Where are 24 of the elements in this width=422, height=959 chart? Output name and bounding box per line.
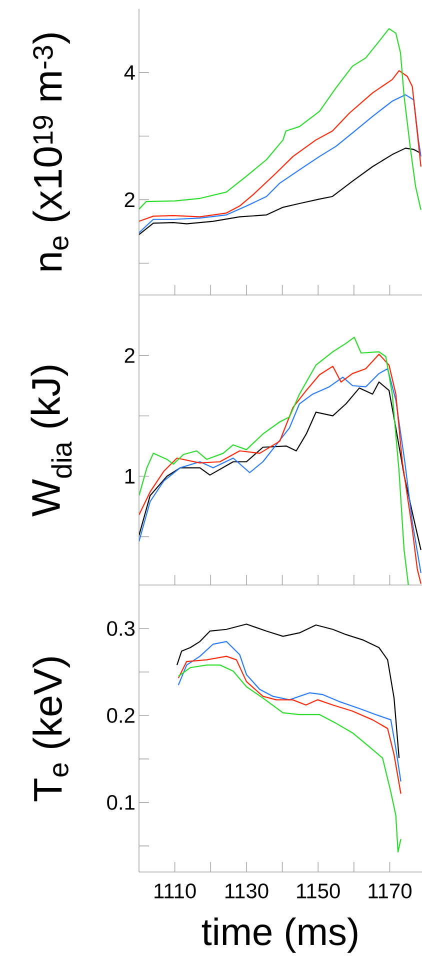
line-series xyxy=(139,148,422,236)
x-axis-title: time (ms) xyxy=(202,917,358,953)
line-series xyxy=(139,381,422,551)
y-tick-label: 2 xyxy=(124,192,134,208)
line-series xyxy=(178,664,402,853)
y-tick-label: 0.2 xyxy=(107,708,134,723)
line-series xyxy=(139,28,422,210)
x-tick-label: 1150 xyxy=(297,884,340,898)
x-tick-label: 1130 xyxy=(225,884,268,898)
y-axis-title: T$_{e}$ (keV) xyxy=(32,657,70,802)
y-axis-title: W$_{dia}$ (kJ) xyxy=(30,366,72,517)
y-tick-label: 4 xyxy=(124,65,135,80)
y-axis-title: n$_{e}$ (x10$^{19}$ m$^{-3}$) xyxy=(32,33,70,270)
line-series xyxy=(139,70,422,222)
y-tick-label: 0.3 xyxy=(107,621,135,636)
line-series xyxy=(176,624,400,759)
x-tick-label: 1170 xyxy=(368,884,412,898)
y-tick-label: 0.1 xyxy=(107,795,134,810)
line-series xyxy=(178,656,402,794)
line-series xyxy=(139,94,422,234)
y-tick-label: 1 xyxy=(125,469,134,484)
y-tick-label: 2 xyxy=(124,348,134,363)
x-tick-label: 1110 xyxy=(154,884,196,898)
line-series xyxy=(178,640,402,782)
